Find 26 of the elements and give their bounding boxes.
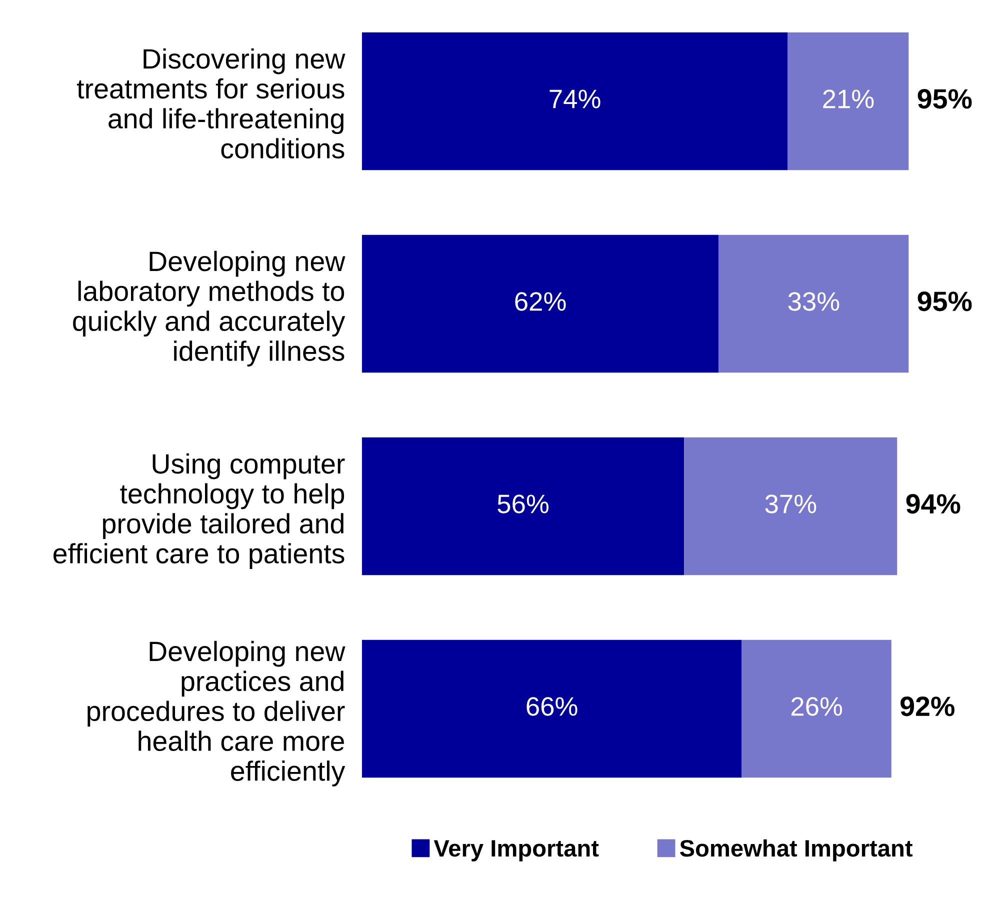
data-label: 37%	[765, 494, 816, 514]
data-label: 62%	[515, 292, 566, 311]
bar	[362, 640, 742, 778]
bar	[788, 32, 909, 170]
total-label: 95%	[918, 292, 972, 312]
data-label: 33%	[788, 292, 840, 311]
bar	[742, 640, 892, 778]
total-label: 95%	[918, 89, 972, 109]
bar	[362, 32, 788, 170]
legend-label: Very Important	[434, 840, 599, 862]
y-tick-label: Developing new laboratory methods to quickly and accurately identify illness	[73, 250, 346, 366]
total-label: 92%	[900, 696, 954, 716]
data-label: 26%	[791, 697, 842, 716]
bar	[362, 234, 719, 373]
y-tick-label: Developing new practices and procedures to deliver health care more efficiently	[88, 640, 346, 786]
y-tick-label: Using computer technology to help provide tailored and efficient care to patients	[54, 453, 345, 569]
y-tick-label: Discovering new treatments for serious and life-threatening conditions	[77, 48, 346, 158]
data-label: 66%	[526, 697, 578, 716]
data-label: 74%	[550, 90, 600, 108]
data-label: 21%	[823, 90, 874, 108]
bar	[684, 437, 898, 576]
total-label: 94%	[906, 494, 960, 514]
bar	[362, 437, 684, 576]
legend-label: Somewhat Important	[680, 839, 912, 862]
data-label: 56%	[498, 494, 548, 514]
bar	[718, 234, 909, 373]
